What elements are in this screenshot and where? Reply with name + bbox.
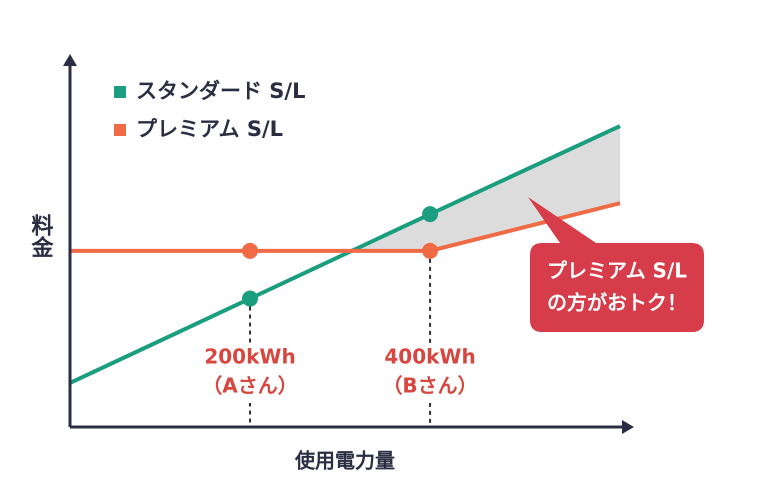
legend-swatch bbox=[114, 124, 126, 136]
label-bg bbox=[198, 343, 303, 403]
annotation-label: 400kWh bbox=[384, 345, 475, 369]
annotation-sub: （Bさん） bbox=[382, 374, 477, 398]
point bbox=[242, 242, 259, 259]
legend-label: スタンダード S/L bbox=[136, 79, 306, 103]
series-line bbox=[70, 201, 621, 253]
y-axis-label: 料金 bbox=[28, 214, 55, 258]
label-bg bbox=[378, 343, 483, 403]
x-axis-arrow bbox=[622, 420, 634, 434]
callout-box bbox=[528, 197, 704, 332]
point bbox=[242, 290, 259, 307]
y-axis-arrow bbox=[63, 54, 77, 66]
legend-swatch bbox=[114, 86, 126, 98]
annotation-sub: （Aさん） bbox=[202, 374, 297, 398]
point bbox=[422, 206, 439, 223]
callout-line2: の方がおトク！ bbox=[547, 291, 687, 315]
series-line bbox=[69, 124, 621, 385]
callout-line1: プレミアム S/L bbox=[547, 259, 687, 283]
x-axis-label: 使用電力量 bbox=[294, 449, 395, 473]
legend-label: プレミアム S/L bbox=[136, 117, 283, 141]
point bbox=[422, 242, 439, 259]
annotation-label: 200kWh bbox=[204, 345, 295, 369]
